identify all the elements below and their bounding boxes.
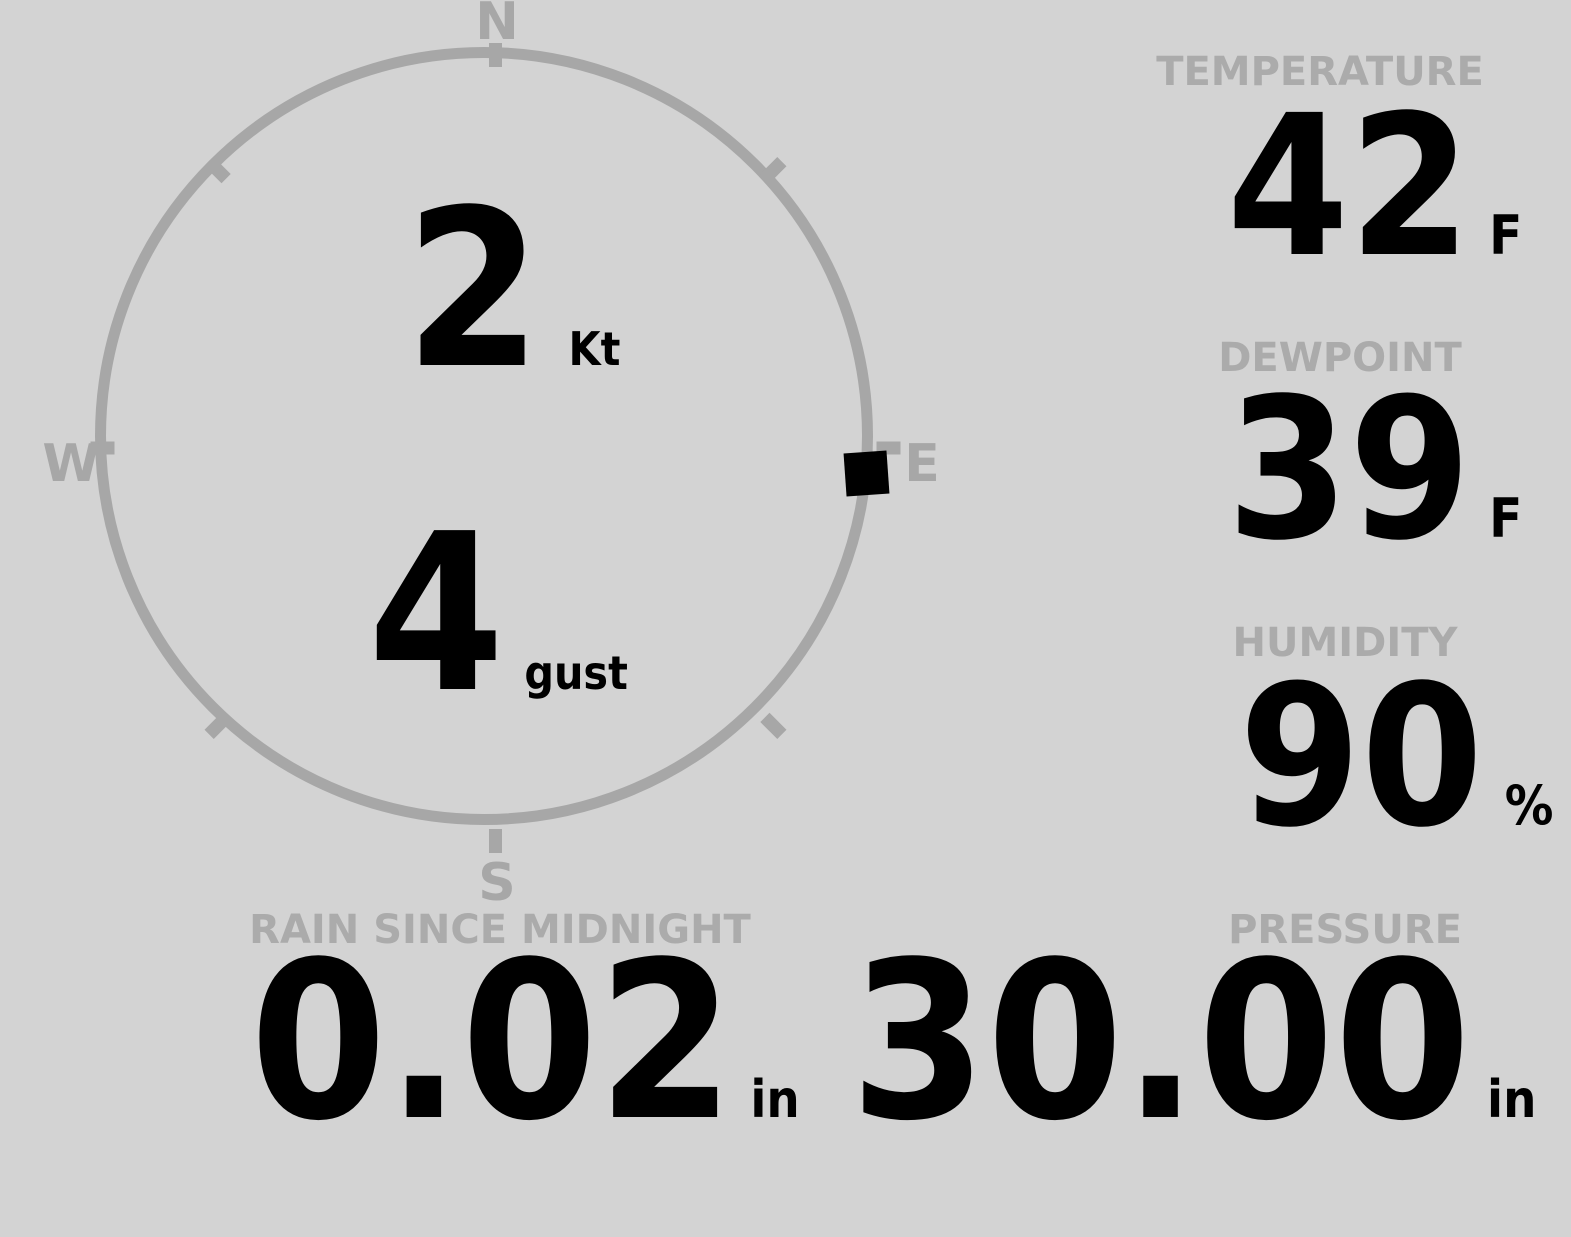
pressure-value: 30.00 <box>849 916 1471 1169</box>
temperature-unit: F <box>1488 204 1522 267</box>
wind-direction-marker <box>843 450 890 497</box>
dewpoint-value: 39 <box>1226 356 1471 583</box>
rain-reading: 0.02 in <box>250 934 800 1152</box>
compass-tick-southeast <box>759 712 786 739</box>
wind-speed-reading: 2 Kt <box>405 182 620 400</box>
pressure-reading: 30.00 in <box>850 934 1536 1152</box>
dewpoint-unit: F <box>1488 487 1522 550</box>
compass-tick-south <box>488 829 502 853</box>
temperature-label: TEMPERATURE <box>1156 49 1484 95</box>
compass-label-north: N <box>475 0 519 52</box>
compass-ring <box>95 47 873 825</box>
wind-gust-unit: gust <box>524 646 628 700</box>
humidity-value: 90 <box>1238 643 1483 870</box>
compass-label-west: W <box>42 434 100 494</box>
temperature-value: 42 <box>1226 73 1471 300</box>
dewpoint-reading: 39 F <box>1227 372 1522 567</box>
humidity-unit: % <box>1504 774 1553 837</box>
compass-label-south: S <box>478 853 516 913</box>
humidity-reading: 90 % <box>1238 659 1553 854</box>
wind-gust-reading: 4 gust <box>368 506 628 724</box>
pressure-label: PRESSURE <box>1228 907 1462 953</box>
humidity-label: HUMIDITY <box>1232 620 1458 666</box>
compass-tick-north <box>488 43 502 67</box>
wind-speed-value: 2 <box>405 164 542 417</box>
rain-value: 0.02 <box>250 916 735 1169</box>
rain-label: RAIN SINCE MIDNIGHT <box>249 907 751 953</box>
dewpoint-label: DEWPOINT <box>1218 335 1462 381</box>
rain-unit: in <box>750 1070 800 1130</box>
wind-gust-value: 4 <box>368 488 505 741</box>
temperature-reading: 42 F <box>1227 89 1522 284</box>
compass-tick-southwest <box>204 712 231 739</box>
compass-label-east: E <box>904 434 940 494</box>
pressure-unit: in <box>1486 1070 1536 1130</box>
wind-speed-unit: Kt <box>568 322 621 376</box>
